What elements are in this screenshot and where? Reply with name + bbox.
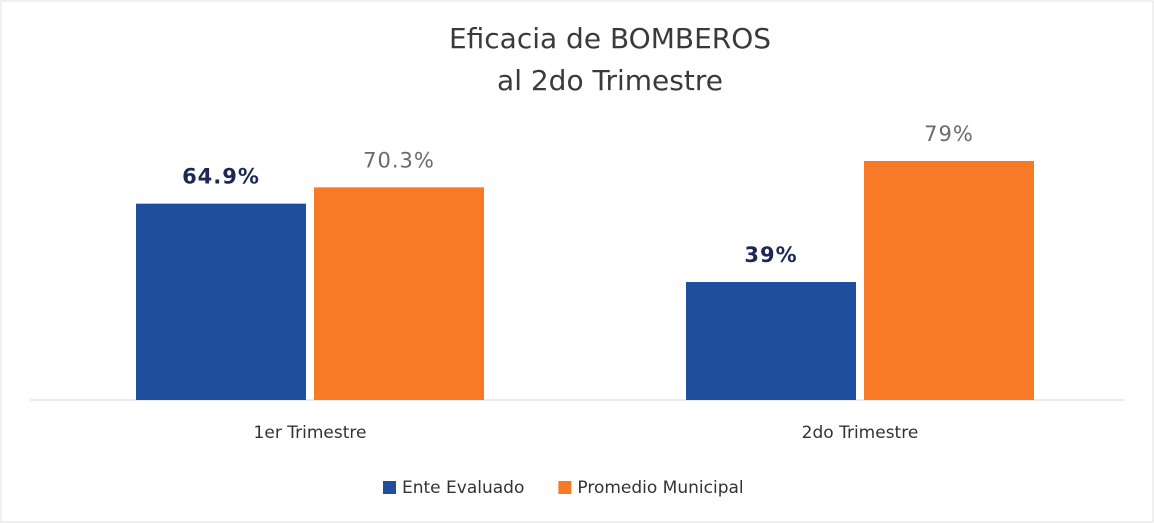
x-tick-label: 2do Trimestre	[802, 423, 919, 443]
legend-swatch	[383, 481, 396, 494]
legend-label: Ente Evaluado	[402, 478, 524, 498]
x-tick-label: 1er Trimestre	[254, 423, 367, 443]
bar	[314, 187, 484, 400]
bar	[686, 282, 856, 400]
value-label: 64.9%	[182, 165, 260, 189]
chart-title: Eficacia de BOMBEROS	[449, 22, 771, 55]
chart-title: al 2do Trimestre	[497, 64, 723, 97]
value-label: 39%	[744, 243, 797, 267]
bar	[864, 161, 1034, 400]
value-label: 79%	[924, 122, 974, 146]
legend-swatch	[558, 481, 572, 494]
value-label: 70.3%	[363, 148, 435, 172]
legend-label: Promedio Municipal	[577, 478, 743, 498]
bar	[136, 203, 306, 400]
